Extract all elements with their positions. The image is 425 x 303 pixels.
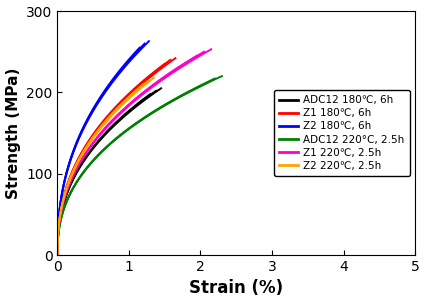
Y-axis label: Strength (MPa): Strength (MPa) [6,67,20,199]
Legend: ADC12 180℃, 6h, Z1 180℃, 6h, Z2 180℃, 6h, ADC12 220°C, 2.5h, Z1 220℃, 2.5h, Z2 2: ADC12 180℃, 6h, Z1 180℃, 6h, Z2 180℃, 6h… [274,90,410,176]
X-axis label: Strain (%): Strain (%) [189,279,283,298]
